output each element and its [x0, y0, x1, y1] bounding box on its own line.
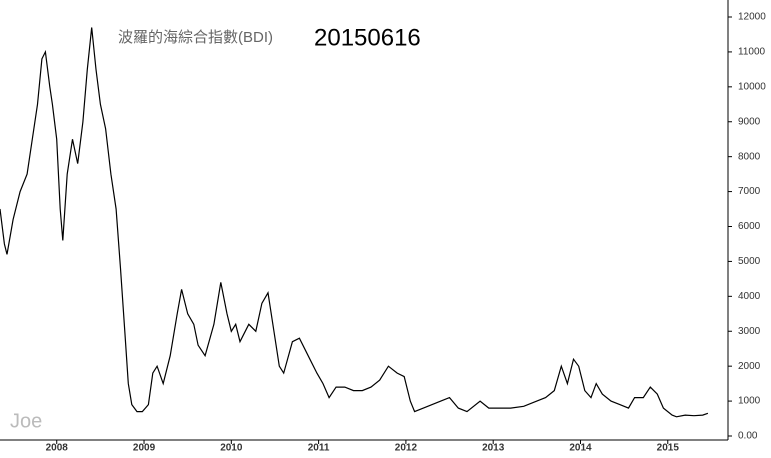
y-tick-label: 2000 [738, 361, 761, 372]
y-tick-label: 3000 [738, 326, 761, 337]
y-tick-label: 6000 [738, 221, 761, 232]
chart-title: 波羅的海綜合指數(BDI) [118, 29, 273, 46]
x-tick-label: 2014 [569, 443, 592, 454]
y-tick-label: 5000 [738, 256, 761, 267]
data-line [0, 27, 709, 418]
x-tick-label: 2010 [220, 443, 243, 454]
y-tick-label: 0.00 [738, 431, 758, 442]
x-tick-label: 2009 [133, 443, 156, 454]
y-tick-label: 9000 [738, 116, 761, 127]
y-tick-label: 10000 [738, 81, 766, 92]
y-tick-label: 12000 [738, 12, 766, 23]
x-tick-label: 2015 [657, 443, 680, 454]
x-tick-label: 2013 [482, 443, 505, 454]
y-tick-label: 8000 [738, 151, 761, 162]
x-tick-label: 2008 [46, 443, 69, 454]
watermark: Joe [10, 410, 42, 432]
x-tick-label: 2011 [308, 443, 330, 454]
y-tick-label: 11000 [738, 47, 766, 58]
y-tick-label: 1000 [738, 396, 761, 407]
x-tick-label: 2012 [395, 443, 418, 454]
chart-subtitle: 20150616 [314, 24, 421, 51]
y-tick-label: 7000 [738, 186, 761, 197]
y-tick-label: 4000 [738, 291, 761, 302]
